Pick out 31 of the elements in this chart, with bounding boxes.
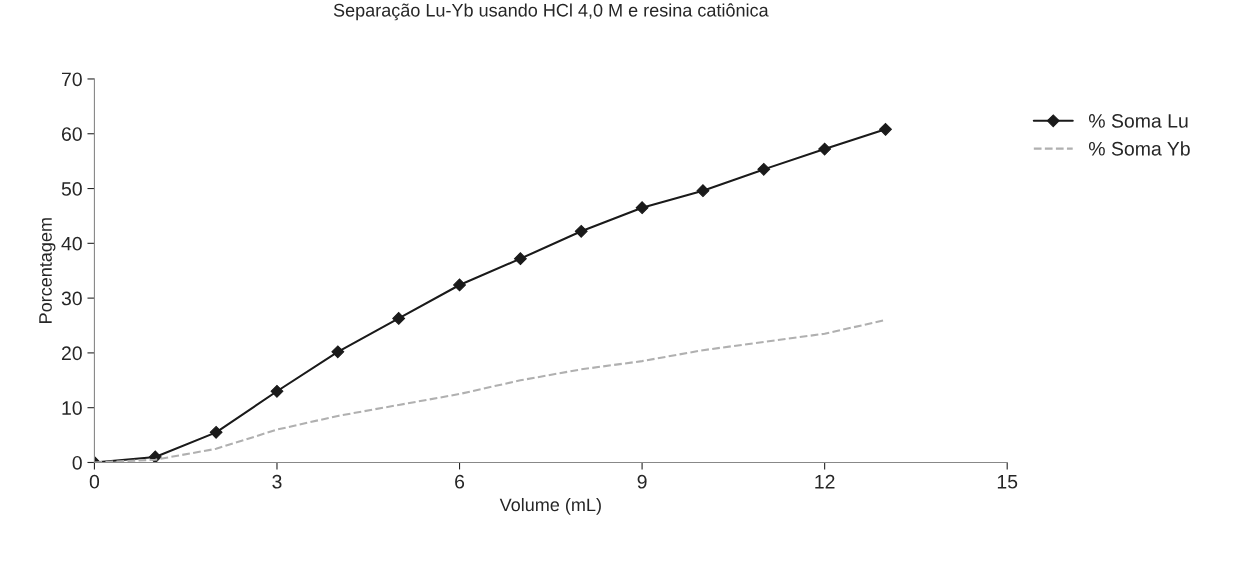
x-axis-title: Volume (mL) [499, 497, 601, 515]
x-tick-label: 9 [637, 474, 647, 489]
chart-title: Separação Lu-Yb usando HCl 4,0 M e resina catiônica [333, 3, 769, 21]
y-tick-label: 40 [61, 236, 82, 251]
point [209, 425, 223, 439]
point [331, 345, 345, 359]
point [270, 384, 284, 398]
point [453, 278, 466, 292]
point [757, 162, 771, 176]
y-tick-label: 20 [61, 346, 82, 361]
y-tick-label: 0 [72, 455, 82, 470]
point [818, 142, 832, 156]
x-tick-label: 15 [997, 475, 1018, 489]
point [696, 184, 710, 198]
point [392, 311, 406, 325]
y-tick-label: 50 [61, 182, 82, 196]
y-axis-title: Porcentagem [39, 218, 56, 323]
point [513, 252, 527, 266]
legend-label: % Soma Lu [1088, 114, 1188, 128]
y-tick-label: 10 [62, 401, 82, 415]
point [879, 122, 892, 136]
point [574, 224, 588, 238]
y-tick-label: 30 [61, 291, 82, 306]
legend-label: % Soma Yb [1088, 141, 1190, 156]
x-tick-label: 12 [815, 474, 835, 489]
x-tick-label: 0 [89, 474, 100, 489]
point [635, 201, 649, 215]
y-tick-label: 60 [61, 127, 82, 141]
x-tick-label: 3 [272, 474, 282, 489]
x-tick-label: 6 [455, 474, 465, 489]
y-tick-label: 70 [61, 72, 82, 87]
